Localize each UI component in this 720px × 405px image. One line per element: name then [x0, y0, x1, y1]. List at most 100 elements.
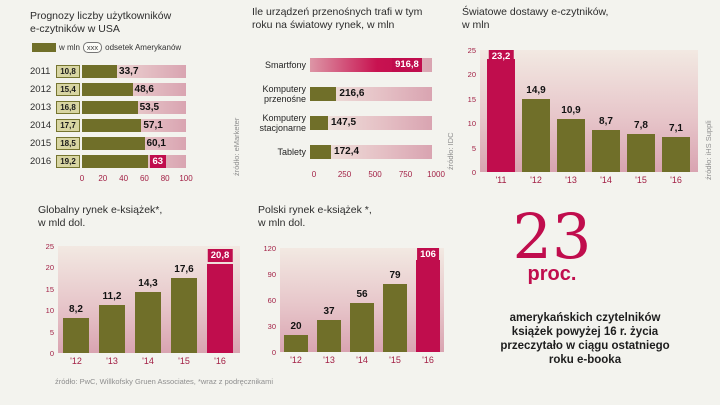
- bar: [82, 64, 118, 78]
- y-tick: 10: [467, 119, 476, 129]
- x-tick: 500: [368, 170, 382, 179]
- legend: w mln xxx odsetek Amerykanów: [32, 42, 181, 53]
- bar: [557, 118, 585, 172]
- usa-row: 2015 18,5 60,1: [30, 134, 186, 152]
- bar-track: 916,8: [310, 57, 432, 72]
- x-category: '12: [290, 355, 302, 365]
- bar-value: 53,5: [139, 101, 160, 113]
- bar: [82, 136, 145, 150]
- device-row: Komputery stacjonarne 147,5: [252, 108, 432, 137]
- ereader-shipments-chart: 0 5 10 15 20 25 23,2 14,9 10,9 8,7 7,8 7,1 '11 '12 '13…: [462, 6, 716, 198]
- bar: [662, 137, 690, 172]
- panel-stat: 23 proc. amerykańskich czytelników książ…: [455, 205, 715, 380]
- device-row: Komputery przenośne 216,6: [252, 79, 432, 108]
- bar-value: 8,2: [69, 303, 83, 315]
- mln-value: 15,4: [56, 82, 80, 96]
- bar: [592, 129, 620, 172]
- year-label: 2014: [30, 119, 52, 131]
- y-tick: 10: [45, 306, 54, 316]
- x-category: '15: [389, 355, 401, 365]
- bar-value: 10,9: [561, 104, 581, 116]
- x-category: '15: [178, 356, 190, 366]
- usa-row: 2014 17,7 57,1: [30, 116, 186, 134]
- global-ebook-chart: 0 5 10 15 20 25 8,2 11,2 14,3 17,6 20,8 '12 '13 '14 '1…: [38, 204, 250, 380]
- y-tick: 0: [49, 349, 54, 358]
- stat-number: 23: [512, 200, 592, 273]
- bar-track: 216,6: [310, 86, 432, 101]
- bar-value: 8,7: [599, 115, 613, 127]
- stat-text-line: książek powyżej 16 r. życia: [511, 326, 659, 338]
- bar-value: 79: [389, 269, 401, 281]
- x-tick: 0: [311, 170, 317, 179]
- category-label: Komputery przenośne: [262, 83, 306, 104]
- stat-text-line: roku e-booka: [548, 354, 622, 366]
- usa-row: 2016 19,2 63: [30, 152, 186, 170]
- bar: [487, 58, 515, 172]
- legend-mln-label: w mln: [59, 43, 80, 52]
- x-category: '15: [635, 175, 647, 185]
- chart-title-line1: Polski rynek e-książek *,: [258, 204, 372, 216]
- chart-title-usa: Prognozy liczby użytkowników e-czytników…: [30, 10, 171, 36]
- bar: [284, 334, 308, 352]
- bar-value: 63: [149, 154, 167, 168]
- panel-polish-ebook-market: Polski rynek e-książek *, w mln dol. 0 30…: [258, 204, 454, 380]
- x-category: '13: [565, 175, 577, 185]
- chart-title-polish: Polski rynek e-książek *, w mln dol.: [258, 204, 372, 230]
- y-tick: 15: [467, 94, 476, 104]
- x-category: '14: [356, 355, 368, 365]
- chart-title-line1: Ile urządzeń przenośnych trafi w tym: [252, 6, 423, 18]
- source-note-bottom: źródło: PwC, Willkofsky Gruen Associates…: [55, 377, 273, 386]
- bar: [82, 100, 138, 114]
- mln-value: 19,2: [56, 154, 80, 168]
- y-tick: 90: [267, 270, 276, 279]
- devices-x-axis: 0 250 500 750 1000: [311, 170, 445, 180]
- x-category: '12: [530, 175, 542, 185]
- x-category: '11: [495, 175, 507, 185]
- bar: [82, 154, 148, 168]
- y-tick: 120: [263, 244, 276, 253]
- chart-title-line2: w mln dol.: [258, 217, 306, 229]
- bar-value: 33,7: [119, 65, 139, 77]
- chart-title-line1: Prognozy liczby użytkowników: [30, 10, 172, 22]
- bar-value: 172,4: [334, 145, 360, 157]
- bar-track: 57,1: [82, 118, 186, 132]
- bar: [310, 86, 337, 101]
- chart-title-devices: Ile urządzeń przenośnych trafi w tym rok…: [252, 6, 422, 32]
- bar-track: 53,5: [82, 100, 186, 114]
- source-note-shipments: źródło: iHS Suppli: [704, 120, 713, 180]
- bar-value: 916,8: [392, 57, 422, 72]
- source-note-usa: źródło: eMarketer: [232, 117, 241, 176]
- bar: [310, 115, 328, 130]
- x-tick: 250: [337, 170, 352, 179]
- mln-value: 18,5: [56, 136, 80, 150]
- x-tick: 20: [98, 174, 108, 183]
- plot-area: 8,2 11,2 14,3 17,6 20,8: [58, 246, 240, 353]
- mln-value: 17,7: [56, 118, 80, 132]
- bar-value: 20: [290, 320, 302, 332]
- year-label: 2016: [30, 155, 52, 167]
- bar: [627, 133, 655, 172]
- x-category: '14: [142, 356, 154, 366]
- x-category: '16: [214, 356, 226, 366]
- bar-track: 172,4: [310, 144, 432, 159]
- bar: [171, 277, 197, 353]
- x-tick: 1000: [427, 170, 445, 179]
- y-tick: 15: [45, 284, 54, 294]
- bar-value: 216,6: [339, 87, 365, 99]
- bar-value: 147,5: [330, 116, 357, 128]
- bar: [310, 144, 332, 159]
- bar: [99, 305, 125, 353]
- legend-xxx-box: xxx: [82, 42, 103, 53]
- stat-text-line: przeczytało w ciągu ostatniego: [500, 340, 670, 352]
- bar-value: 7,1: [669, 123, 683, 135]
- bar-value: 60,1: [146, 137, 166, 149]
- y-tick: 5: [49, 327, 54, 337]
- x-category: '13: [323, 355, 335, 365]
- usa-x-axis: 0 20 40 60 80 100: [80, 174, 193, 184]
- bar: [82, 82, 133, 96]
- year-label: 2011: [30, 65, 51, 77]
- mln-value: 10,8: [56, 64, 80, 78]
- x-tick: 80: [160, 174, 170, 183]
- bar: [82, 118, 142, 132]
- usa-users-chart: 2011 10,8 33,7 2012 15,4 48,6 2013 16,8 53,5 2014…: [30, 62, 186, 170]
